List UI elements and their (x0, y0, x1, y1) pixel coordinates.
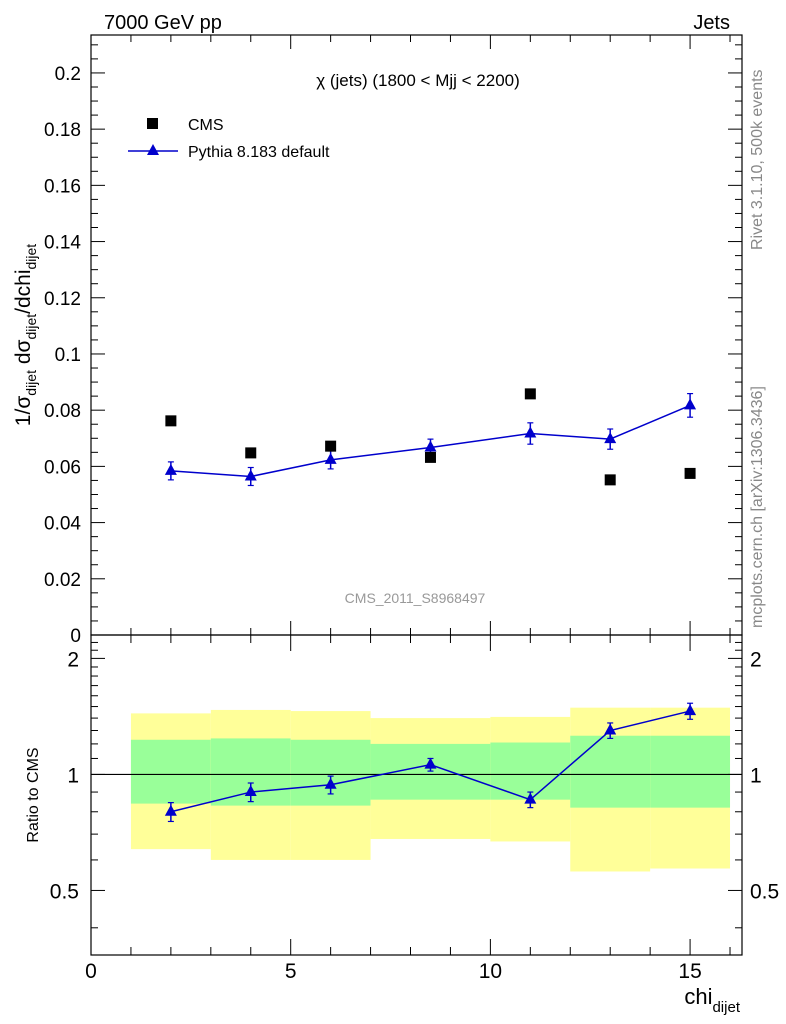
pythia-point (324, 452, 337, 464)
cms-point (325, 440, 337, 452)
ratio-point (684, 704, 697, 716)
main-y-tick-label: 0.16 (44, 176, 81, 197)
main-y-tick-label: 0 (70, 626, 81, 647)
ratio-point (244, 785, 257, 797)
main-y-tick-label: 0.04 (44, 514, 81, 535)
main-data-marks (164, 388, 697, 487)
pythia-point (684, 398, 697, 410)
cms-point (165, 415, 177, 427)
pythia-point (604, 432, 617, 444)
legend-pythia-label: Pythia 8.183 default (188, 144, 330, 161)
main-y-tick-label: 0.18 (44, 120, 81, 141)
x-tick-label: 15 (678, 960, 701, 983)
cms-point (424, 451, 436, 463)
chart-title: χ (jets) (1800 < Mjj < 2200) (316, 71, 520, 90)
main-y-tick-label: 0.06 (44, 457, 81, 478)
ratio-y-tick-label-right: 0.5 (750, 880, 779, 903)
inner-uncertainty-band (370, 743, 491, 800)
ratio-y-tick-label: 0.5 (50, 880, 79, 903)
main-y-axis-label: 1/σdijet dσdijet/dchidijet (12, 244, 39, 426)
x-tick-label: 5 (285, 960, 297, 983)
main-y-tick-label: 0.1 (55, 345, 81, 366)
ratio-point (604, 723, 617, 735)
ratio-frame (90, 634, 743, 956)
inner-uncertainty-band (130, 739, 211, 804)
pythia-point (164, 463, 177, 475)
pythia-point (424, 440, 437, 452)
mcplots-label: mcplots.cern.ch [arXiv:1306.3436] (749, 386, 766, 628)
ratio-y-tick-label-right: 1 (750, 764, 762, 787)
header-energy-label: 7000 GeV pp (104, 12, 222, 34)
inner-uncertainty-band (490, 742, 571, 800)
legend-pythia-marker (147, 144, 159, 155)
cms-point (524, 388, 536, 400)
inner-uncertainty-band (290, 739, 371, 806)
main-panel: 00.020.040.060.080.10.120.140.160.180.2 … (12, 34, 743, 647)
watermark-label: CMS_2011_S8968497 (345, 590, 486, 606)
header-category-label: Jets (693, 12, 730, 34)
ratio-panel: 0.5 0.5 1 1 2 2 0 5 10 15 Ratio to CMS chidijet (25, 634, 779, 1016)
x-axis-label: chidijet (684, 984, 740, 1016)
inner-uncertainty-band (650, 735, 731, 808)
main-y-tick-label: 0.12 (44, 289, 81, 310)
cms-point (684, 467, 696, 479)
ratio-y-axis-label: Ratio to CMS (25, 747, 42, 842)
main-y-tick-label: 0.2 (55, 64, 81, 85)
rivet-version-label: Rivet 3.1.10, 500k events (749, 69, 766, 250)
pythia-point (524, 426, 537, 438)
ratio-y-tick-label-right: 2 (750, 648, 762, 671)
main-y-tick-label: 0.08 (44, 401, 81, 422)
inner-uncertainty-band (570, 735, 651, 808)
legend-cms-label: CMS (188, 117, 224, 134)
cms-point (604, 474, 616, 486)
ratio-point (524, 792, 537, 804)
ratio-point (424, 757, 437, 769)
legend-cms-marker (147, 118, 158, 129)
ratio-y-tick-label: 2 (67, 648, 79, 671)
ratio-data-marks (164, 702, 697, 823)
legend: CMS Pythia 8.183 default (128, 117, 330, 161)
x-tick-label: 0 (85, 960, 97, 983)
ratio-uncertainty-bands (91, 707, 742, 872)
ratio-y-tick-label: 1 (67, 764, 79, 787)
main-y-tick-label: 0.14 (44, 233, 81, 254)
ratio-point (324, 777, 337, 789)
main-y-tick-label: 0.02 (44, 570, 81, 591)
main-y-axis: 0 0.02 0.04 0.06 0.08 0.1 0.12 0.14 0.16 0.18 0.2 (44, 35, 742, 647)
ratio-axes: 0.5 0.5 1 1 2 2 0 5 10 15 (50, 635, 779, 983)
cms-point (245, 447, 257, 459)
ratio-point (164, 804, 177, 816)
pythia-point (244, 469, 257, 481)
x-tick-label: 10 (479, 960, 502, 983)
